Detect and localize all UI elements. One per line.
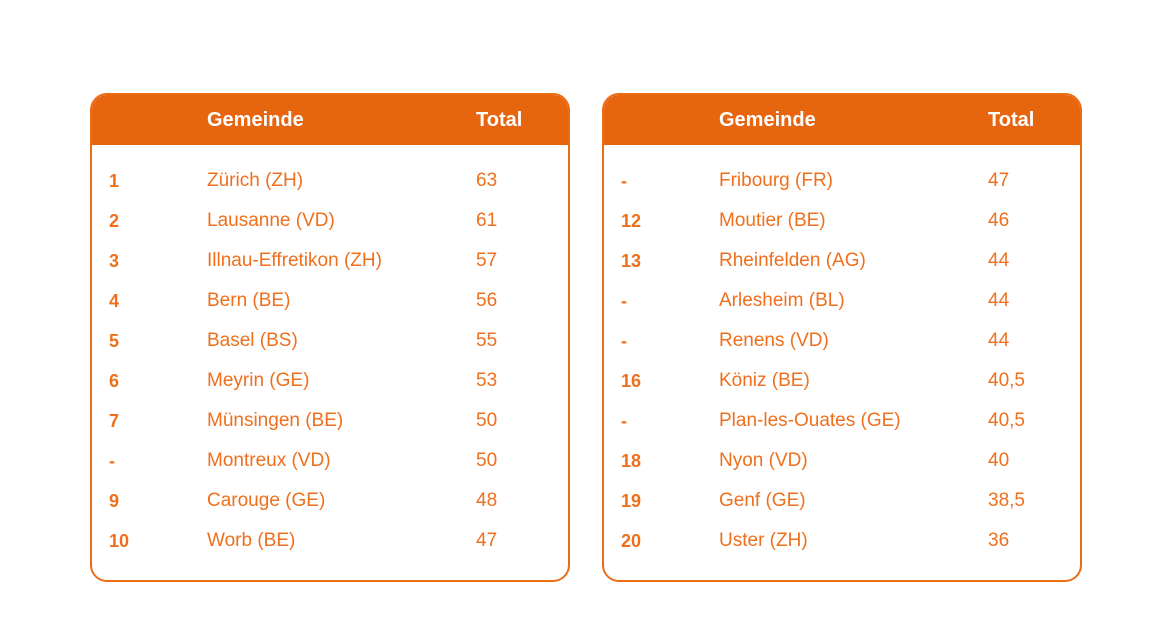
rank-cell: 19 (621, 490, 642, 511)
total-cell: 40,5 (988, 370, 1025, 391)
table-row: 20 Uster (ZH) 36 (604, 521, 1080, 561)
gemeinde-cell: Renens (VD) (719, 330, 829, 351)
rank-cell: 2 (109, 210, 120, 231)
gemeinde-cell: Fribourg (FR) (719, 170, 834, 191)
rank-cell: 9 (109, 490, 120, 511)
gemeinde-cell: Nyon (VD) (719, 450, 808, 471)
table-row: - Fribourg (FR) 47 (604, 161, 1080, 201)
rank-cell: - (621, 290, 627, 311)
rank-cell: - (621, 410, 627, 431)
rank-cell: 3 (109, 250, 120, 271)
rank-cell: - (109, 450, 115, 471)
header-gemeinde-label: Gemeinde (207, 108, 304, 131)
total-cell: 53 (476, 370, 498, 391)
table-row: 6 Meyrin (GE) 53 (92, 361, 568, 401)
gemeinde-cell: Zürich (ZH) (207, 170, 304, 191)
total-cell: 56 (476, 290, 498, 311)
table-row: 5 Basel (BS) 55 (92, 321, 568, 361)
table-row: 16 Köniz (BE) 40,5 (604, 361, 1080, 401)
gemeinde-cell: Meyrin (GE) (207, 370, 310, 391)
ranking-table-1-10: Gemeinde Total 1 Zürich (ZH) 63 2 Lausan… (90, 93, 570, 582)
header-total-label: Total (988, 108, 1035, 131)
rank-cell: 12 (621, 210, 642, 231)
table-row: 12 Moutier (BE) 46 (604, 201, 1080, 241)
total-cell: 44 (988, 330, 1010, 351)
rank-cell: 1 (109, 170, 120, 191)
rank-cell: 6 (109, 370, 120, 391)
table-row: - Renens (VD) 44 (604, 321, 1080, 361)
gemeinde-cell: Montreux (VD) (207, 450, 331, 471)
rank-cell: 10 (109, 530, 130, 551)
total-cell: 63 (476, 170, 498, 191)
table-row: 4 Bern (BE) 56 (92, 281, 568, 321)
gemeinde-cell: Köniz (BE) (719, 370, 810, 391)
gemeinde-cell: Lausanne (VD) (207, 210, 335, 231)
rank-cell: 20 (621, 530, 642, 551)
total-cell: 47 (476, 530, 498, 551)
table-header: Gemeinde Total (604, 95, 1080, 149)
gemeinde-cell: Uster (ZH) (719, 530, 808, 551)
table-row: - Montreux (VD) 50 (92, 441, 568, 481)
total-cell: 44 (988, 290, 1010, 311)
total-cell: 40 (988, 450, 1010, 471)
header-total-label: Total (476, 108, 523, 131)
total-cell: 40,5 (988, 410, 1025, 431)
total-cell: 38,5 (988, 490, 1025, 511)
total-cell: 48 (476, 490, 498, 511)
gemeinde-cell: Bern (BE) (207, 290, 291, 311)
gemeinde-cell: Münsingen (BE) (207, 410, 344, 431)
table-row: 1 Zürich (ZH) 63 (92, 161, 568, 201)
ranking-table-11-20: Gemeinde Total - Fribourg (FR) 47 12 Mou… (602, 93, 1082, 582)
total-cell: 46 (988, 210, 1010, 231)
total-cell: 55 (476, 330, 498, 351)
rank-cell: - (621, 330, 627, 351)
gemeinde-cell: Worb (BE) (207, 530, 296, 551)
total-cell: 57 (476, 250, 498, 271)
rank-cell: 5 (109, 330, 120, 351)
gemeinde-cell: Moutier (BE) (719, 210, 826, 231)
rank-cell: 7 (109, 410, 120, 431)
table-row: 13 Rheinfelden (AG) 44 (604, 241, 1080, 281)
table-row: - Arlesheim (BL) 44 (604, 281, 1080, 321)
gemeinde-cell: Plan-les-Ouates (GE) (719, 410, 901, 431)
gemeinde-cell: Basel (BS) (207, 330, 298, 351)
rank-cell: - (621, 170, 627, 191)
ranking-cards: Gemeinde Total 1 Zürich (ZH) 63 2 Lausan… (90, 93, 1082, 582)
table-header: Gemeinde Total (92, 95, 568, 149)
rank-cell: 18 (621, 450, 642, 471)
table-body: 1 Zürich (ZH) 63 2 Lausanne (VD) 61 3 Il… (92, 149, 568, 561)
gemeinde-cell: Illnau-Effretikon (ZH) (207, 250, 382, 271)
table-row: 9 Carouge (GE) 48 (92, 481, 568, 521)
table-row: 19 Genf (GE) 38,5 (604, 481, 1080, 521)
gemeinde-cell: Arlesheim (BL) (719, 290, 845, 311)
total-cell: 61 (476, 210, 498, 231)
table-row: 7 Münsingen (BE) 50 (92, 401, 568, 441)
table-row: 18 Nyon (VD) 40 (604, 441, 1080, 481)
total-cell: 47 (988, 170, 1010, 191)
total-cell: 36 (988, 530, 1010, 551)
header-gemeinde-label: Gemeinde (719, 108, 816, 131)
gemeinde-cell: Carouge (GE) (207, 490, 326, 511)
gemeinde-cell: Genf (GE) (719, 490, 806, 511)
total-cell: 44 (988, 250, 1010, 271)
rank-cell: 13 (621, 250, 642, 271)
total-cell: 50 (476, 450, 498, 471)
rank-cell: 4 (109, 290, 120, 311)
rank-cell: 16 (621, 370, 642, 391)
gemeinde-cell: Rheinfelden (AG) (719, 250, 866, 271)
table-row: 3 Illnau-Effretikon (ZH) 57 (92, 241, 568, 281)
total-cell: 50 (476, 410, 498, 431)
table-row: 10 Worb (BE) 47 (92, 521, 568, 561)
table-row: - Plan-les-Ouates (GE) 40,5 (604, 401, 1080, 441)
table-body: - Fribourg (FR) 47 12 Moutier (BE) 46 13… (604, 149, 1080, 561)
table-row: 2 Lausanne (VD) 61 (92, 201, 568, 241)
